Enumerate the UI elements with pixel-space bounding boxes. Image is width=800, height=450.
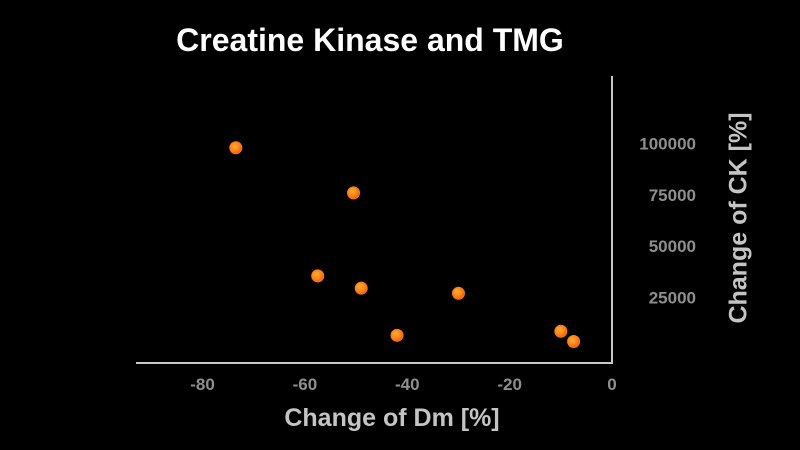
x-tick-label: -20 — [497, 375, 522, 394]
y-tick-label: 50000 — [649, 237, 696, 256]
y-tick-label: 100000 — [639, 135, 696, 154]
x-tick-label: -60 — [293, 375, 318, 394]
data-point — [451, 286, 465, 300]
x-tick-label: 0 — [607, 375, 616, 394]
data-point — [229, 141, 243, 155]
data-point — [554, 324, 568, 338]
x-axis-label: Change of Dm [%] — [284, 404, 500, 432]
x-tick-label: -40 — [395, 375, 420, 394]
data-point — [311, 269, 325, 283]
data-point — [567, 334, 581, 348]
y-tick-label: 75000 — [649, 186, 696, 205]
x-tick-label: -80 — [190, 375, 215, 394]
y-axis-label: Change of CK [%] — [724, 112, 753, 324]
y-tick-labels: 25000 50000 75000 100000 — [639, 135, 696, 308]
y-tick-label: 25000 — [649, 288, 696, 307]
chart-title: Creatine Kinase and TMG — [176, 22, 564, 58]
data-points — [229, 141, 581, 348]
data-point — [347, 186, 361, 200]
data-point — [390, 328, 404, 342]
data-point — [354, 281, 368, 295]
x-tick-labels: -80 -60 -40 -20 0 — [190, 375, 616, 394]
